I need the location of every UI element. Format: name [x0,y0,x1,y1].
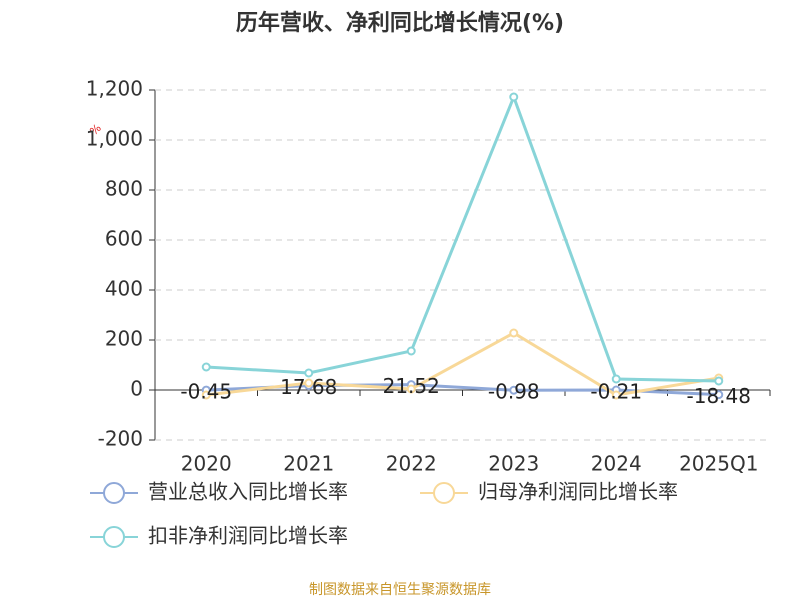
y-tick-label: 200 [105,327,143,351]
data-label: 17.68 [280,375,337,399]
y-tick-label: 600 [105,227,143,251]
point [611,390,621,400]
point [714,376,724,386]
x-tick-label: 2025Q1 [679,452,758,476]
point [611,374,621,384]
point [406,346,416,356]
point [201,362,211,372]
data-label: 21.52 [383,374,440,398]
x-tick-label: 2020 [181,452,232,476]
point [714,390,724,400]
data-label: -0.21 [590,380,642,404]
point [509,92,519,102]
y-tick-label: 800 [105,177,143,201]
legend-marker [103,482,125,504]
y-tick-label: 400 [105,277,143,301]
point [509,385,519,395]
point [201,390,211,400]
legend-marker [103,526,125,548]
legend-marker [433,482,455,504]
y-tick-label: 1,200 [86,77,143,101]
x-tick-label: 2021 [283,452,334,476]
series-line [206,331,719,397]
y-tick-label: 1,000 [86,127,143,151]
point [406,384,416,394]
source-note: 制图数据来自恒生聚源数据库 [309,582,491,598]
y-tick-label: 0 [130,377,143,401]
data-label: -0.98 [488,380,540,404]
data-label: -0.45 [180,380,232,404]
series-line [206,92,719,383]
legend-label: 扣非净利润同比增长率 [148,524,348,548]
x-tick-label: 2024 [591,452,642,476]
x-tick-label: 2023 [488,452,539,476]
chart-title: 历年营收、净利同比增长情况(%) [236,10,564,36]
legend-label: 归母净利润同比增长率 [478,480,678,504]
x-tick-label: 2022 [386,452,437,476]
legend-label: 营业总收入同比增长率 [148,480,348,504]
point [304,368,314,378]
point [509,328,519,338]
point [304,378,314,388]
y-tick-label: -200 [98,427,143,451]
data-label: -18.48 [687,384,751,408]
